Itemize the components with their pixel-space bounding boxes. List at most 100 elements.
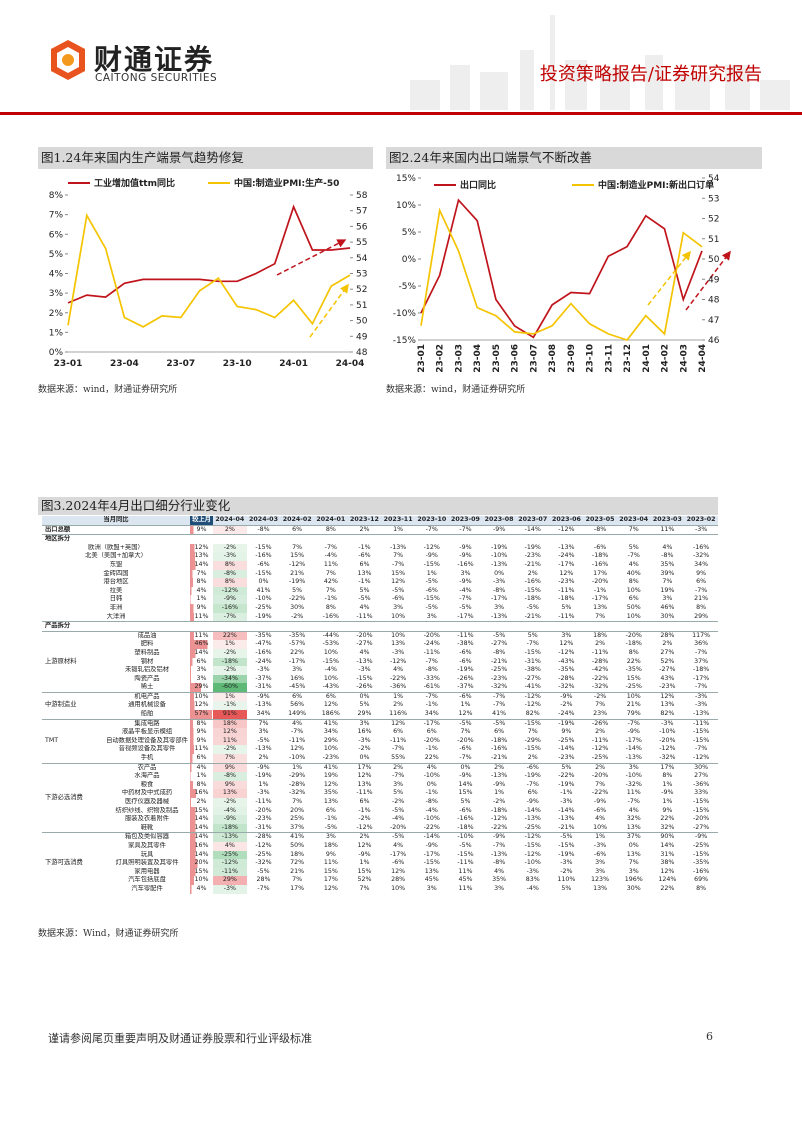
value-cell: -3% xyxy=(694,701,708,709)
value-cell: -12% xyxy=(389,657,407,665)
x-tick-label: 23-02 xyxy=(436,344,446,372)
y2-tick-label: 53 xyxy=(708,194,719,204)
value-cell: -38% xyxy=(524,666,541,674)
value-cell: -3% xyxy=(650,718,685,729)
series-line xyxy=(67,212,351,328)
value-cell: 7% xyxy=(527,728,538,736)
value-cell: -35% xyxy=(280,630,314,641)
row-label: 通用机械设备 xyxy=(128,701,166,709)
value-cell: -9% xyxy=(492,780,506,788)
y2-tick-label: 52 xyxy=(356,285,367,295)
empty-cell xyxy=(381,534,415,544)
value-cell: 2% xyxy=(527,754,538,762)
value-cell: -20% xyxy=(591,578,609,586)
value-cell: 79% xyxy=(626,710,641,718)
y2-tick-label: 50 xyxy=(708,255,720,265)
row-label: 肥料 xyxy=(140,640,154,648)
value-cell: -9% xyxy=(549,691,584,702)
value-cell: -5% xyxy=(482,630,516,641)
header-cell: 2023-06 xyxy=(549,516,584,526)
value-cell: 17% xyxy=(650,762,685,773)
table-row: 水海产品 1% -8% -19% -29% 19% 12% -7% -10% -9% -13% -19… xyxy=(42,772,718,781)
value-cell: 2% xyxy=(347,832,382,842)
value-cell: 50% xyxy=(626,603,641,611)
empty-cell xyxy=(347,621,382,632)
value-cell: -7% xyxy=(291,728,304,736)
value-cell: 9% xyxy=(213,780,247,790)
value-cell: -16% xyxy=(524,578,541,586)
value-cell: 10% xyxy=(626,612,641,620)
value-cell: 7% xyxy=(393,552,404,560)
value-cell: -7% xyxy=(694,648,708,656)
table-row: 未锻轧铝及铝材 3% -2% -3% 3% -4% -3% 4% -8% -19% -25% -38%… xyxy=(42,666,718,675)
value-cell: -10% xyxy=(659,728,676,736)
value-cell: -2% xyxy=(291,612,304,620)
value-cell: -7% xyxy=(448,524,483,535)
y-tick-label: 10% xyxy=(396,201,416,211)
value-cell: 27% xyxy=(694,772,709,780)
value-cell: -23% xyxy=(558,578,575,586)
value-cell: 13% xyxy=(357,569,372,577)
value-cell: 7% xyxy=(292,798,303,805)
value-cell: -22% xyxy=(389,674,407,682)
value-cell: 7% xyxy=(359,884,370,892)
value-cell: -23% xyxy=(558,754,575,762)
change-cell: 1% xyxy=(190,595,214,604)
change-cell: 12% xyxy=(190,701,214,711)
table-row: 灯具照明装置及其零件 20% -12% -32% 72% 11% 1% -6% -15% -11%… xyxy=(42,859,718,868)
value-cell: -9% xyxy=(358,850,371,858)
empty-cell xyxy=(213,534,247,544)
value-cell: 32% xyxy=(660,823,675,831)
value-cell: 0% xyxy=(347,691,382,702)
value-cell: -33% xyxy=(423,674,440,682)
value-cell: -3% xyxy=(684,691,718,702)
x-tick-label: 24-01 xyxy=(642,344,652,372)
change-cell: 11% xyxy=(190,630,214,641)
value-cell: -1% xyxy=(358,543,371,551)
value-cell: 6% xyxy=(280,524,314,535)
value-cell: -27% xyxy=(524,674,541,682)
value-cell: 3% xyxy=(426,612,437,620)
value-cell: -17% xyxy=(625,736,642,744)
value-cell: 3% xyxy=(460,569,471,577)
value-cell: 28% xyxy=(391,876,406,884)
value-cell: 5% xyxy=(393,789,404,797)
value-cell: -12% xyxy=(423,543,440,551)
value-cell: -15% xyxy=(423,560,440,568)
x-tick-label: 23-11 xyxy=(604,344,614,372)
table-row: 非洲 9% -16% -25% 30% 8% 4% 3% -5% -5% 3% -5% 5% 13% 50%… xyxy=(42,603,718,613)
value-cell: -5% xyxy=(459,841,472,849)
header-cell: 2023-09 xyxy=(448,516,483,526)
value-cell: 37% xyxy=(616,832,651,842)
value-cell: 11% xyxy=(650,524,685,535)
value-cell: 2% xyxy=(258,754,269,762)
y2-tick-label: 54 xyxy=(708,174,720,184)
table-row: 塑料制品 14% -2% -16% 22% 10% 4% -3% -11% -6% -8% -15% -… xyxy=(42,648,718,658)
value-cell: -23% xyxy=(490,674,508,682)
header-cell: 当月同比 xyxy=(42,516,191,526)
value-cell: -37% xyxy=(255,674,272,682)
value-cell: 41% xyxy=(313,762,348,773)
value-cell: -18% xyxy=(490,736,508,744)
y-tick-label: 6% xyxy=(49,230,64,240)
value-cell: -5% xyxy=(425,578,438,586)
value-cell: -21% xyxy=(524,612,541,620)
value-cell: 29% xyxy=(323,736,338,744)
empty-cell xyxy=(482,621,516,632)
value-cell: -7% xyxy=(482,691,516,702)
value-cell: -11% xyxy=(213,867,247,877)
value-cell: 6% xyxy=(325,806,336,814)
table-row: 中游制造业 机电产品 10% 1% -9% 6% 6% 0% 1% -7% -6% -7% -12% -9… xyxy=(42,691,718,720)
change-cell: 4% xyxy=(190,884,214,894)
value-cell: -53% xyxy=(322,640,339,648)
value-cell: -25% xyxy=(213,850,247,860)
value-cell: 52% xyxy=(357,876,372,884)
value-cell: -7% xyxy=(414,524,449,535)
value-cell: -6% xyxy=(425,586,438,594)
empty-cell xyxy=(616,534,651,544)
table-row: 稀土 29% -60% -31% -45% -43% -26% -36% -61% -37% -32… xyxy=(42,683,718,693)
group-label: 中游制造业 xyxy=(42,691,104,720)
value-cell: -20% xyxy=(347,630,382,641)
value-cell: -7% xyxy=(414,691,449,702)
value-cell: -5% xyxy=(391,806,405,814)
